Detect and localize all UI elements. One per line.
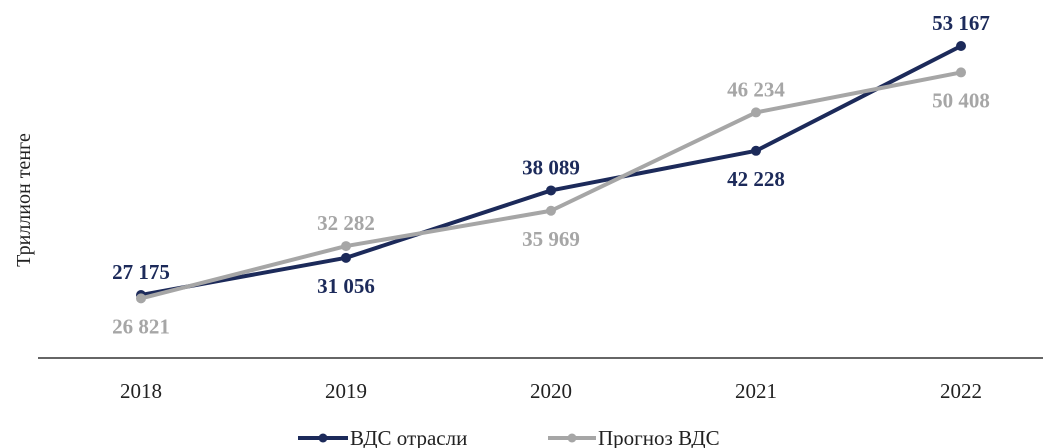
series-layer: 27 175 31 056 38 089 42 228 53 167 26 821 32 2… (112, 11, 990, 338)
data-label: 50 408 (932, 88, 990, 112)
legend-label: Прогноз ВДС (598, 426, 720, 448)
data-label: 27 175 (112, 260, 170, 284)
data-label: 31 056 (317, 274, 375, 298)
y-axis-label: Триллион тенге (13, 133, 35, 267)
data-point (751, 145, 761, 156)
data-point (136, 293, 146, 304)
data-label: 38 089 (522, 155, 580, 179)
data-label: 42 228 (727, 167, 785, 191)
x-tick-label: 2019 (325, 379, 367, 403)
x-tick-labels: 2018 2019 2020 2021 2022 (120, 379, 982, 403)
x-tick-label: 2018 (120, 379, 162, 403)
data-label: 26 821 (112, 314, 170, 338)
data-label: 53 167 (932, 11, 990, 35)
x-tick-label: 2020 (530, 379, 572, 403)
data-label: 46 234 (727, 77, 785, 101)
data-label: 35 969 (522, 227, 580, 251)
data-point (341, 241, 351, 252)
x-tick-label: 2022 (940, 379, 982, 403)
data-point (546, 205, 556, 216)
legend: ВДС отрасли Прогноз ВДС (298, 426, 720, 448)
legend-marker (567, 433, 577, 443)
series-line (139, 70, 963, 301)
series-2 (136, 67, 966, 304)
x-tick-label: 2021 (735, 379, 777, 403)
data-point (751, 107, 761, 118)
data-label: 32 282 (317, 211, 375, 235)
legend-marker (318, 433, 328, 443)
legend-label: ВДС отрасли (350, 426, 467, 448)
data-point (546, 185, 556, 196)
data-point (341, 252, 351, 263)
data-point (956, 41, 966, 51)
data-point (956, 67, 966, 78)
